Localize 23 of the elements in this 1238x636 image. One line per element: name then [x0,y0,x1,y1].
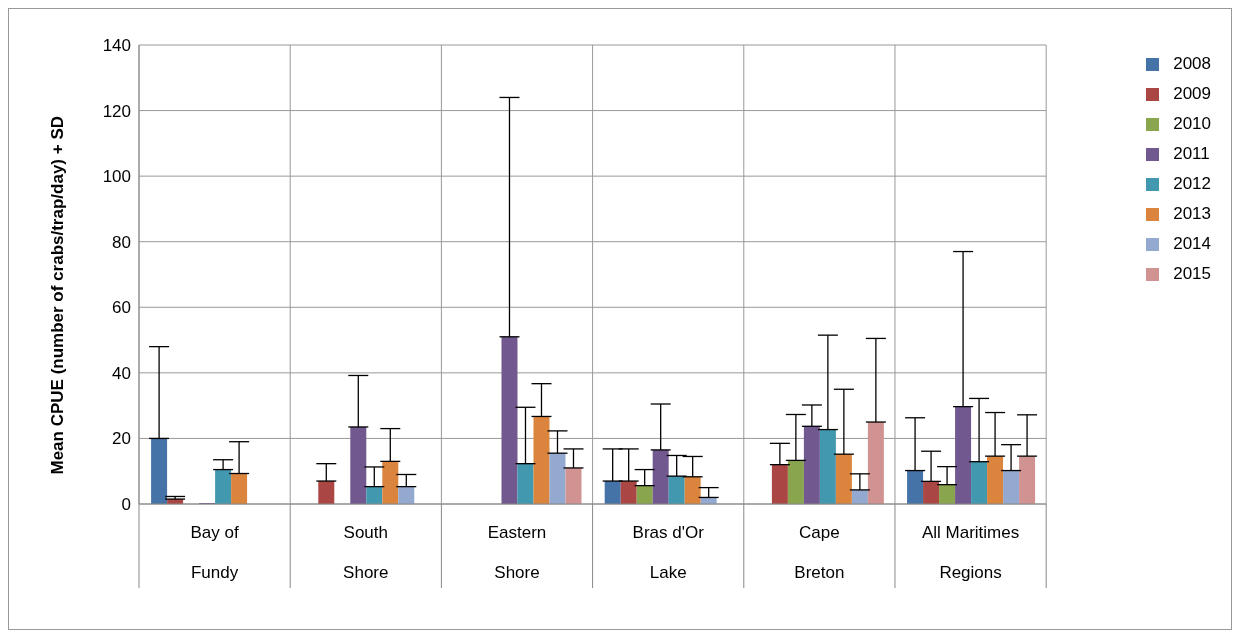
y-tick-label: 60 [112,298,131,318]
y-tick-label: 20 [112,429,131,449]
y-tick-label: 80 [112,232,131,252]
legend-label: 2013 [1173,204,1211,223]
category-label: Eastern Shore [487,523,547,582]
y-tick-label: 40 [112,363,131,383]
y-tick-label: 0 [121,495,131,515]
legend-label: 2014 [1173,234,1211,253]
y-tick-label: 140 [102,36,131,56]
legend-label: 2015 [1173,264,1211,283]
legend-label: 2011 [1173,144,1210,163]
category-label: Bras d'Or Lake [632,523,704,582]
legend-label: 2010 [1173,114,1211,133]
legend-label: 2012 [1173,174,1211,193]
y-tick-label: 100 [102,167,131,187]
y-tick-label: 120 [102,101,131,121]
y-axis-title: Mean CPUE (number of crabs/trap/day) + SD [48,116,68,475]
category-label: South Shore [343,523,389,582]
category-label: Cape Breton [794,523,845,582]
category-label: Bay of Fundy [190,523,239,582]
legend-label: 2009 [1173,84,1211,103]
category-label: All Maritimes Regions [921,523,1020,582]
legend-label: 2008 [1173,54,1211,73]
